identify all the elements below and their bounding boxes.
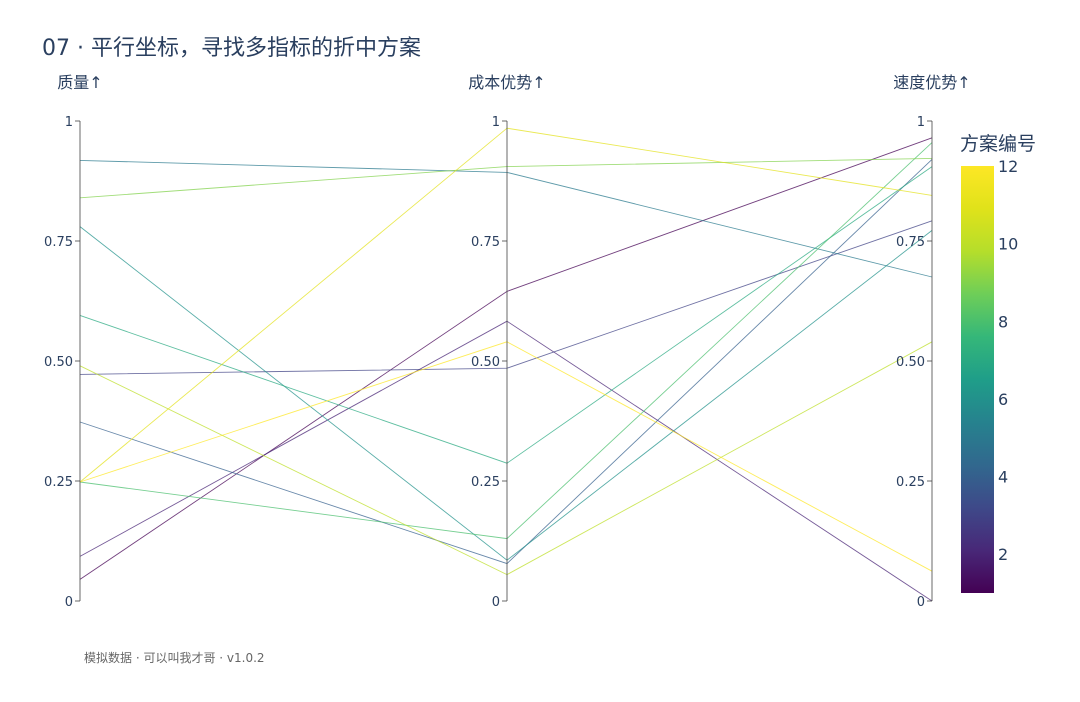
axis-tick-label: 0.75 (896, 235, 925, 250)
series-line-11[interactable] (79, 127, 933, 483)
axis-tick-label: 0 (492, 595, 500, 610)
axis-tick-label: 0.50 (896, 355, 925, 370)
footer-note: 模拟数据 · 可以叫我才哥 · v1.0.2 (84, 650, 265, 665)
axis-3[interactable]: 速度优势↑ 0 0.25 0.50 0.75 1 (893, 73, 970, 610)
axes: 质量↑00.250.500.751成本优势↑00.250.500.751速度优势… (44, 73, 971, 610)
axis-tick-label: 1 (65, 115, 73, 130)
series-lines (79, 127, 933, 602)
axis-tick-label: 0.75 (471, 235, 500, 250)
series-line-5[interactable] (79, 159, 933, 278)
axis-tick-label: 0.25 (896, 475, 925, 490)
axis-title-2: 成本优势↑ (468, 73, 545, 92)
axis-tick-label: 0.50 (44, 355, 73, 370)
series-line-4[interactable] (79, 159, 933, 565)
colorbar-ticks: 2 4 6 8 10 12 (998, 157, 1018, 564)
series-line-8[interactable] (79, 142, 933, 540)
colorbar-tick-label: 6 (998, 390, 1008, 409)
series-line-1[interactable] (79, 137, 933, 580)
colorbar-tick-label: 12 (998, 157, 1018, 176)
axis-tick-label: 1 (917, 115, 925, 130)
colorbar-tick-label: 4 (998, 468, 1008, 487)
colorbar-title: 方案编号 (960, 133, 1036, 155)
colorbar-tick-label: 8 (998, 312, 1008, 331)
axis-title-1: 质量↑ (57, 73, 102, 92)
series-line-7[interactable] (79, 166, 933, 464)
axis-tick-label: 0 (65, 595, 73, 610)
axis-title-3: 速度优势↑ (893, 73, 970, 92)
axis-tick-label: 0.25 (471, 475, 500, 490)
axis-2[interactable]: 成本优势↑ 0 0.25 0.50 0.75 1 (468, 73, 545, 610)
colorbar-tick-label: 2 (998, 545, 1008, 564)
colorbar-gradient (961, 166, 994, 593)
series-line-10[interactable] (79, 341, 933, 576)
colorbar-tick-label: 10 (998, 235, 1018, 254)
series-line-6[interactable] (79, 226, 933, 561)
axis-1[interactable]: 质量↑ 0 0.25 0.50 0.75 1 (44, 73, 103, 610)
chart-title: 07 · 平行坐标，寻找多指标的折中方案 (42, 36, 421, 61)
axis-tick-label: 0 (917, 595, 925, 610)
axis-tick-label: 0.25 (44, 475, 73, 490)
series-line-3[interactable] (79, 220, 933, 375)
axis-tick-label: 0.75 (44, 235, 73, 250)
axis-tick-label: 0.50 (471, 355, 500, 370)
axis-tick-label: 1 (492, 115, 500, 130)
colorbar: 方案编号 2 4 6 8 10 12 (960, 133, 1036, 593)
